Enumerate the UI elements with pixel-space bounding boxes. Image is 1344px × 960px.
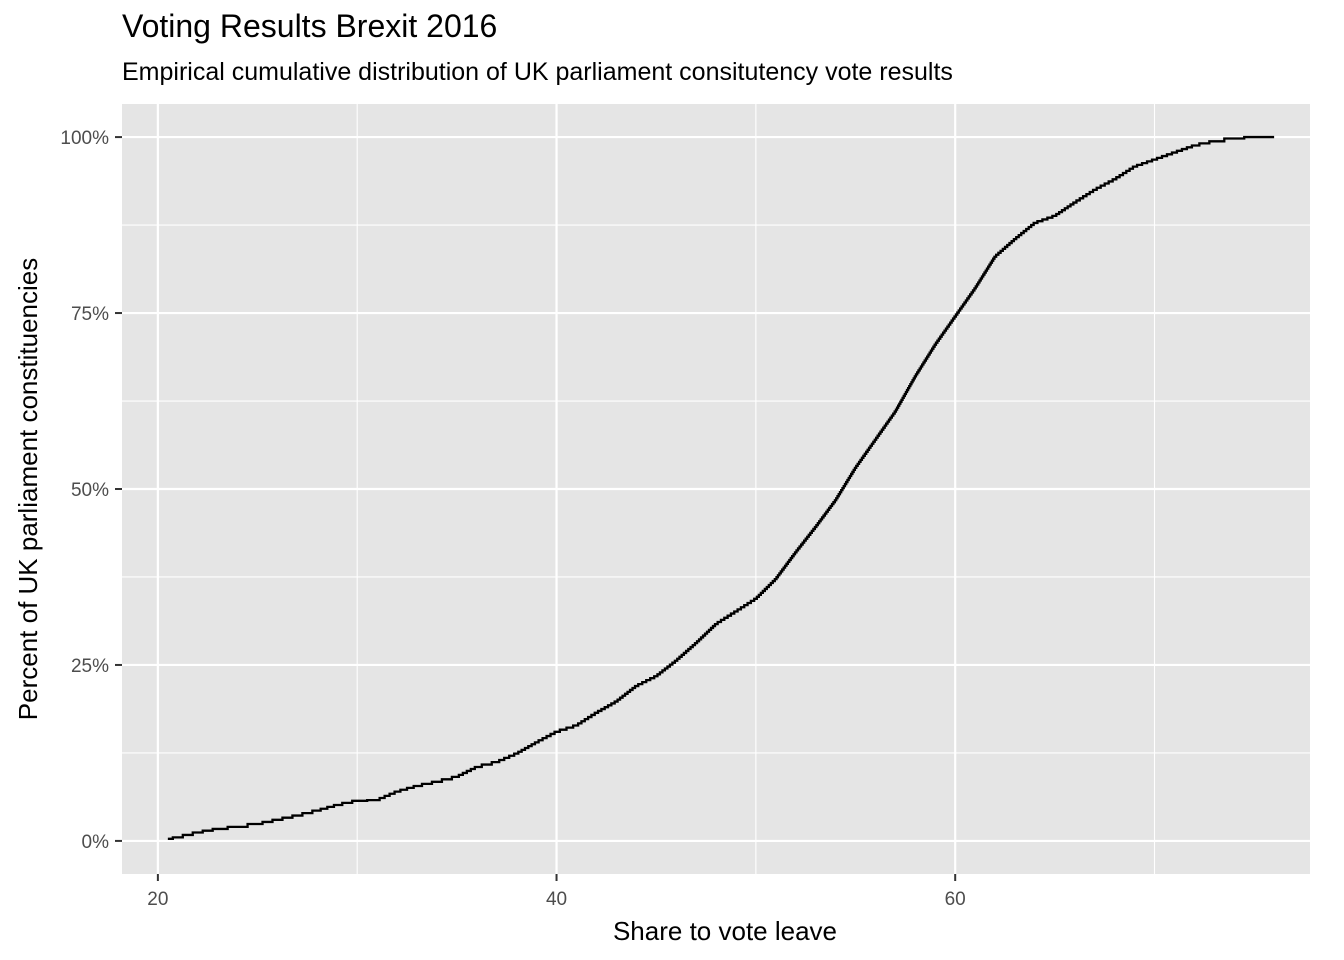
y-tick-label: 75% [71,304,109,325]
y-tick-label: 100% [60,128,109,149]
x-tick-label: 40 [546,889,567,910]
y-tick-label: 25% [71,656,109,677]
grid-layer [122,104,1310,874]
x-axis-title: Share to vote leave [613,916,837,946]
y-axis-title: Percent of UK parliament constituencies [13,258,43,720]
y-tick-label: 50% [71,480,109,501]
axis-layer: 0% 25% 50% 75% 100% 20 40 60 [60,128,965,910]
chart-title: Voting Results Brexit 2016 [122,8,498,44]
chart-subtitle: Empirical cumulative distribution of UK … [122,58,953,86]
x-tick-label: 20 [147,889,168,910]
line-layer [167,135,1275,840]
x-tick-label: 60 [945,889,966,910]
y-tick-label: 0% [82,832,110,853]
ecdf-line [167,135,1275,840]
